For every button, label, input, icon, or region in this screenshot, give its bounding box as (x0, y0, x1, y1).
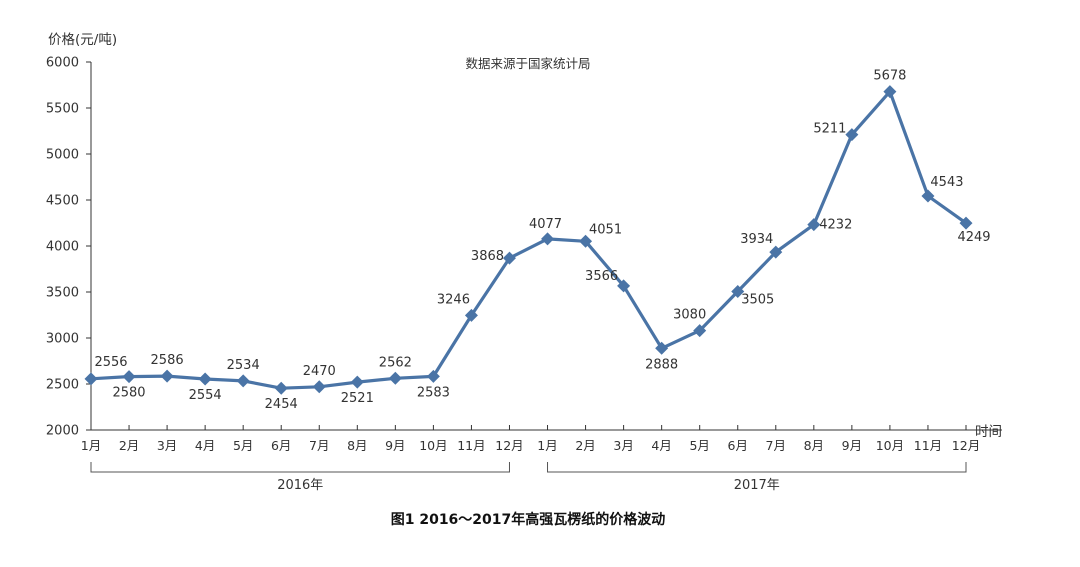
data-label: 4077 (529, 217, 562, 232)
data-label: 3080 (673, 308, 706, 323)
year-label: 2017年 (734, 478, 780, 493)
x-tick-label: 5月 (689, 438, 709, 453)
x-tick-label: 8月 (804, 438, 824, 453)
y-tick-label: 3500 (46, 286, 79, 301)
x-tick-label: 7月 (766, 438, 786, 453)
x-tick-label: 11月 (457, 438, 485, 453)
data-label: 2556 (94, 355, 127, 370)
y-tick-label: 6000 (46, 56, 79, 71)
x-tick-label: 11月 (914, 438, 942, 453)
data-point (693, 324, 707, 338)
data-label: 3566 (585, 269, 618, 284)
data-label: 2521 (341, 391, 374, 406)
y-tick-label: 2000 (46, 424, 79, 439)
data-label: 3868 (471, 249, 504, 264)
data-point (541, 232, 555, 246)
chart-subtitle: 数据来源于国家统计局 (465, 56, 590, 71)
y-tick-label: 4000 (46, 240, 79, 255)
data-point (236, 374, 250, 388)
x-tick-label: 4月 (651, 438, 671, 453)
year-bracket (90, 462, 510, 473)
series-line (90, 89, 967, 390)
year-group-brackets: 2016年 2017年 (90, 462, 967, 493)
x-tick-label: 6月 (728, 438, 748, 453)
data-label: 4232 (819, 218, 852, 233)
series-group (84, 85, 973, 395)
data-point (845, 128, 859, 142)
data-label: 4051 (589, 222, 622, 237)
x-tick-label: 2月 (119, 438, 139, 453)
data-label: 2470 (303, 364, 336, 379)
data-point (769, 245, 783, 259)
x-tick-label: 5月 (233, 438, 253, 453)
data-point (122, 370, 136, 384)
x-tick-label: 2月 (575, 438, 595, 453)
data-label-group: 2556 2580 2586 2554 2534 2454 2470 2521 2562 2583… (94, 69, 990, 413)
x-tick-label: 4月 (195, 438, 215, 453)
data-point (731, 285, 745, 299)
x-tick-label: 10月 (419, 438, 447, 453)
figure-caption: 图1 2016～2017年高强瓦楞纸的价格波动 (391, 511, 666, 528)
y-tick-label: 2500 (46, 378, 79, 393)
data-label: 2562 (379, 355, 412, 370)
data-label: 3246 (437, 292, 470, 307)
x-axis-label: 时间 (975, 424, 1002, 440)
data-point (274, 381, 288, 395)
tick-group: 2000 2500 3000 3500 4000 4500 5000 5500 6000 1月 2月… (46, 56, 980, 454)
data-point (312, 380, 326, 394)
data-point (502, 251, 516, 265)
data-point (198, 372, 212, 386)
y-tick-label: 4500 (46, 194, 79, 209)
data-label: 5678 (873, 69, 906, 84)
data-point (388, 371, 402, 385)
data-label: 2454 (265, 397, 298, 412)
x-tick-label: 7月 (309, 438, 329, 453)
x-tick-label: 12月 (495, 438, 523, 453)
data-point (883, 85, 897, 99)
data-label: 4249 (957, 230, 990, 245)
data-point (655, 341, 669, 355)
data-label: 4543 (930, 175, 963, 190)
data-point (84, 372, 98, 386)
data-label: 2583 (417, 385, 450, 400)
y-tick-label: 5000 (46, 148, 79, 163)
x-tick-label: 9月 (385, 438, 405, 453)
y-tick-label: 5500 (46, 102, 79, 117)
x-tick-label: 10月 (876, 438, 904, 453)
data-point (617, 279, 631, 293)
x-tick-label: 9月 (842, 438, 862, 453)
data-label: 5211 (813, 122, 846, 137)
data-label: 3934 (740, 232, 773, 247)
data-label: 2888 (645, 357, 678, 372)
data-point (426, 369, 440, 383)
y-tick-label: 3000 (46, 332, 79, 347)
data-point (464, 308, 478, 322)
data-label: 2554 (189, 388, 222, 403)
year-bracket (547, 462, 967, 473)
x-tick-label: 12月 (952, 438, 980, 453)
data-point (807, 218, 821, 232)
x-tick-label: 3月 (157, 438, 177, 453)
data-label: 2580 (112, 386, 145, 401)
x-tick-label: 3月 (613, 438, 633, 453)
data-point (350, 375, 364, 389)
data-label: 3505 (741, 293, 774, 308)
data-point (921, 189, 935, 203)
x-tick-label: 1月 (81, 438, 101, 453)
year-label: 2016年 (277, 478, 323, 493)
x-tick-label: 6月 (271, 438, 291, 453)
data-point (959, 216, 973, 230)
data-label: 2534 (227, 358, 260, 373)
x-tick-label: 1月 (537, 438, 557, 453)
data-label: 2586 (151, 353, 184, 368)
x-tick-label: 8月 (347, 438, 367, 453)
data-point (579, 234, 593, 248)
data-point (160, 369, 174, 383)
y-axis-label: 价格(元/吨) (48, 32, 117, 48)
